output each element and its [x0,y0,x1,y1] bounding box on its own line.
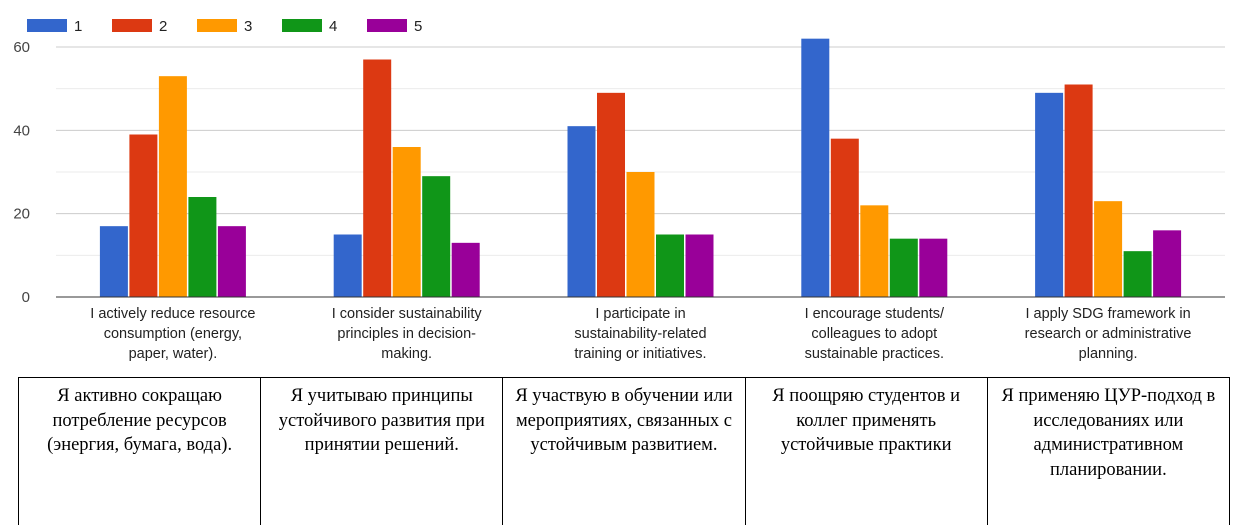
legend-swatch-1 [27,19,67,32]
bar-3-cat-4 [860,205,889,297]
bar-1-cat-1 [99,226,128,297]
y-tick-label: 20 [13,206,30,223]
x-category-label-line: sustainable practices. [805,346,944,362]
bar-1-cat-5 [1035,92,1064,297]
legend-label-2: 2 [159,18,167,35]
x-category-label-line: I participate in [595,306,685,322]
x-category-label-line: making. [381,346,432,362]
translation-cell-1: Я активно сокращаю потребление ресурсов … [17,377,262,525]
x-category-label: I participate in sustainability-related tr… [574,306,706,362]
bar-5-cat-5 [1153,230,1182,297]
legend: 1 2 3 4 5 [27,18,422,35]
bar-2-cat-4 [830,138,859,297]
bar-2-cat-1 [129,134,158,297]
bar-3-cat-3 [626,172,655,297]
bar-2-cat-5 [1064,84,1093,297]
legend-label-3: 3 [244,18,252,35]
x-category-label-line: training or initiatives. [574,346,706,362]
bar-4-cat-4 [889,238,918,297]
bar-1-cat-4 [801,38,830,298]
bar-2-cat-3 [597,92,625,297]
bar-2-cat-2 [363,59,392,297]
translation-cell-2: Я учитываю принципы устойчивого развития… [260,377,504,525]
translation-cell-3: Я участвую в обучении или мероприятиях, … [502,377,746,525]
bar-4-cat-5 [1123,251,1152,297]
translation-cell-4: Я поощряю студентов и коллег применять у… [744,377,988,525]
y-tick-label: 0 [22,289,30,306]
x-category-label-line: paper, water). [129,346,218,362]
legend-swatch-4 [282,19,322,32]
legend-label-5: 5 [414,18,422,35]
bar-5-cat-4 [919,238,948,297]
x-category-label-line: I apply SDG framework in [1025,306,1190,322]
bar-4-cat-1 [188,197,217,297]
y-tick-label: 60 [13,39,30,56]
legend-swatch-5 [367,19,407,32]
x-category-label-line: colleagues to adopt [811,326,937,342]
x-category-label: I consider sustainability principles in d… [332,306,483,362]
legend-swatch-3 [197,19,237,32]
bar-5-cat-3 [685,234,714,297]
bars [99,38,1182,298]
legend-label-1: 1 [74,18,82,35]
x-category-label: I actively reduce resource consumption (e… [90,306,255,362]
x-category-label-line: sustainability-related [574,326,706,342]
legend-swatch-2 [112,19,152,32]
bar-4-cat-2 [422,176,451,297]
bar-5-cat-1 [217,226,246,297]
axes: 0 20 40 60 I actively reduce resource consump… [13,39,1225,362]
translation-row: Я активно сокращаю потребление ресурсов … [17,377,1231,525]
bar-5-cat-2 [451,242,480,297]
x-category-label-line: I encourage students/ [805,306,945,322]
y-tick-label: 40 [13,122,30,139]
translation-cell-5: Я применяю ЦУР-подход в исследованиях ил… [986,377,1231,525]
bar-1-cat-3 [567,126,596,298]
x-category-label: I apply SDG framework in research or admi… [1025,306,1192,362]
x-category-label-line: I consider sustainability [332,306,483,322]
x-category-label-line: I actively reduce resource [90,306,255,322]
x-category-label: I encourage students/colleagues to adopt… [805,306,945,362]
bar-3-cat-2 [392,147,421,297]
bar-3-cat-5 [1094,201,1123,297]
bar-4-cat-3 [656,234,684,297]
translation-table: Я активно сокращаю потребление ресурсов … [17,377,1231,525]
x-category-label-line: principles in decision- [337,326,476,342]
x-category-label-line: planning. [1079,346,1138,362]
x-category-label-line: consumption (energy, [104,326,242,342]
bar-1-cat-2 [333,234,362,297]
bar-chart: 0 20 40 60 I actively reduce resource consump… [13,18,1225,362]
bar-3-cat-1 [158,76,187,298]
x-category-label-line: research or administrative [1025,326,1192,342]
legend-label-4: 4 [329,18,337,35]
